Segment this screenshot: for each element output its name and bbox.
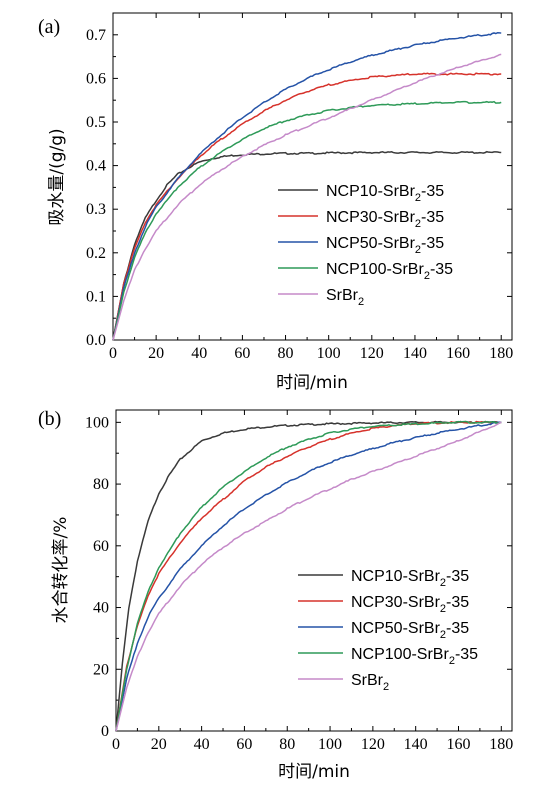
y-tick-label: 20 [93,661,109,678]
x-axis-title: 时间/min [278,762,350,782]
series-line-NCP50-SrBr2-35 [115,421,502,732]
x-tick-label: 120 [361,736,385,753]
series-line-NCP10-SrBr2-35 [112,150,502,341]
x-tick-label: 100 [317,345,341,362]
x-tick-label: 180 [489,345,513,362]
series-line-NCP100-SrBr2-35 [112,100,502,341]
legend-label: NCP30-SrBr2-35 [351,594,469,615]
y-tick-label: 0.4 [86,158,106,175]
x-tick-label: 20 [151,736,167,753]
x-tick-label: 140 [404,736,428,753]
x-tick-label: 160 [446,345,470,362]
series-line-SrBr2 [112,53,502,341]
legend-label: NCP30-SrBr2-35 [326,209,444,230]
legend-label: NCP10-SrBr2-35 [351,568,469,589]
legend-label: NCP100-SrBr2-35 [351,646,478,667]
x-tick-label: 0 [112,736,120,753]
x-tick-label: 80 [278,345,294,362]
legend-label: SrBr2 [351,672,389,693]
y-axis-title: 吸水量/(g/g) [47,128,67,225]
legend-label: SrBr2 [326,287,364,308]
series-line-SrBr2 [115,421,502,732]
chart-panel-a: 0 20 40 60 80 100 120 140 160 180 0.0 0.1 0.2 0.3 0.4 0… [38,12,513,393]
x-tick-label: 0 [109,345,117,362]
x-tick-label: 180 [489,736,513,753]
y-tick-label: 0.2 [86,245,106,262]
panel-label: (b) [38,408,61,430]
y-tick-label: 0 [101,723,109,740]
y-tick-label: 0.6 [86,70,106,87]
series-line-NCP100-SrBr2-35 [115,420,502,732]
y-axis-title: 水合转化率/% [51,517,71,624]
y-tick-label: 0.3 [86,201,106,218]
series-line-NCP30-SrBr2-35 [115,420,502,732]
x-tick-label: 60 [236,736,252,753]
x-tick-label: 120 [360,345,384,362]
series-line-NCP30-SrBr2-35 [112,72,502,341]
x-tick-label: 60 [234,345,250,362]
x-tick-label: 80 [279,736,295,753]
y-tick-label: 0.5 [86,114,106,131]
x-tick-label: 40 [194,736,210,753]
plot-frame [112,12,513,341]
chart-panel-b: 0 20 40 60 80 100 120 140 160 180 0 20 40 60 80 100 NCP1… [38,408,513,782]
y-tick-label: 80 [93,476,109,493]
x-axis-title: 时间/min [276,373,348,393]
x-tick-label: 160 [446,736,470,753]
x-tick-label: 140 [403,345,427,362]
y-tick-label: 60 [93,538,109,555]
y-tick-label: 40 [93,600,109,617]
panel-label: (a) [38,16,60,38]
legend-label: NCP10-SrBr2-35 [326,183,444,204]
x-tick-label: 40 [191,345,207,362]
y-tick-label: 0.1 [86,288,106,305]
x-tick-label: 100 [318,736,342,753]
legend-label: NCP100-SrBr2-35 [326,261,453,282]
legend-label: NCP50-SrBr2-35 [326,235,444,256]
y-tick-label: 0.0 [86,332,106,349]
y-tick-label: 100 [85,414,109,431]
series-line-NCP50-SrBr2-35 [112,31,502,341]
y-tick-label: 0.7 [86,27,106,44]
legend-label: NCP50-SrBr2-35 [351,620,469,641]
plot-frame [115,409,513,732]
x-tick-label: 20 [148,345,164,362]
